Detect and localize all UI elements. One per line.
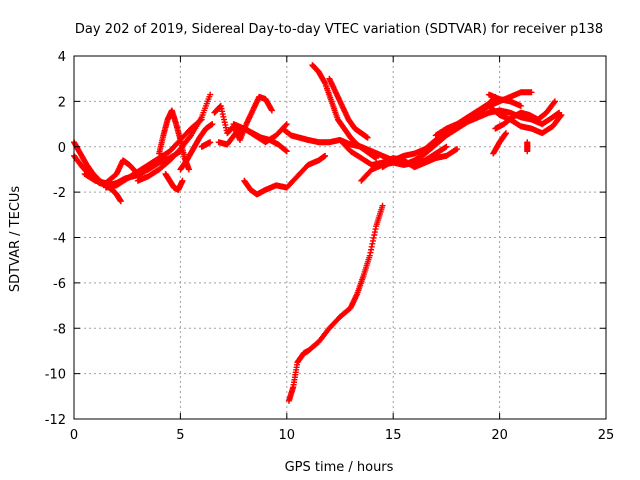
data-point: [443, 143, 450, 150]
data-point: [373, 155, 380, 162]
data-point: [558, 111, 565, 118]
x-tick-label: 20: [491, 428, 508, 443]
x-tick-label: 0: [70, 428, 78, 443]
data-point: [551, 98, 558, 105]
data-point: [268, 107, 275, 114]
data-point: [379, 202, 386, 209]
x-axis-label: GPS time / hours: [285, 460, 394, 475]
y-tick-label: 0: [58, 141, 66, 156]
x-tick-label: 5: [176, 428, 184, 443]
data-points: [71, 62, 565, 404]
y-tick-label: -6: [53, 277, 66, 292]
y-tick-label: -12: [45, 413, 66, 428]
data-point: [528, 89, 535, 96]
data-point: [283, 148, 290, 155]
data-point: [283, 121, 290, 128]
data-point: [207, 139, 214, 146]
y-tick-label: 4: [58, 50, 66, 65]
chart-title: Day 202 of 2019, Sidereal Day-to-day VTE…: [75, 22, 603, 37]
y-tick-label: -4: [53, 232, 66, 247]
data-point: [179, 177, 186, 184]
y-tick-label: -10: [45, 368, 66, 383]
data-point: [524, 139, 531, 146]
data-point: [557, 113, 564, 120]
y-axis-label: SDTVAR / TECUs: [8, 186, 23, 293]
data-point: [209, 121, 216, 128]
data-point: [502, 130, 509, 137]
data-point: [454, 146, 461, 153]
data-point: [117, 198, 124, 205]
y-tick-label: -2: [53, 186, 66, 201]
data-point: [282, 122, 289, 129]
data-point: [207, 91, 214, 98]
x-tick-label: 10: [279, 428, 296, 443]
data-point: [364, 134, 371, 141]
data-point: [517, 102, 524, 109]
y-tick-label: 2: [58, 95, 66, 110]
y-tick-label: -8: [53, 322, 66, 337]
axes: 0 5 10 15 20 25 -12 -10 -8 -6 -4 -2 0 2 4: [45, 50, 615, 443]
x-tick-label: 25: [598, 428, 615, 443]
data-point: [322, 152, 329, 159]
x-tick-label: 15: [385, 428, 402, 443]
data-point: [551, 99, 558, 106]
data-point: [185, 166, 192, 173]
